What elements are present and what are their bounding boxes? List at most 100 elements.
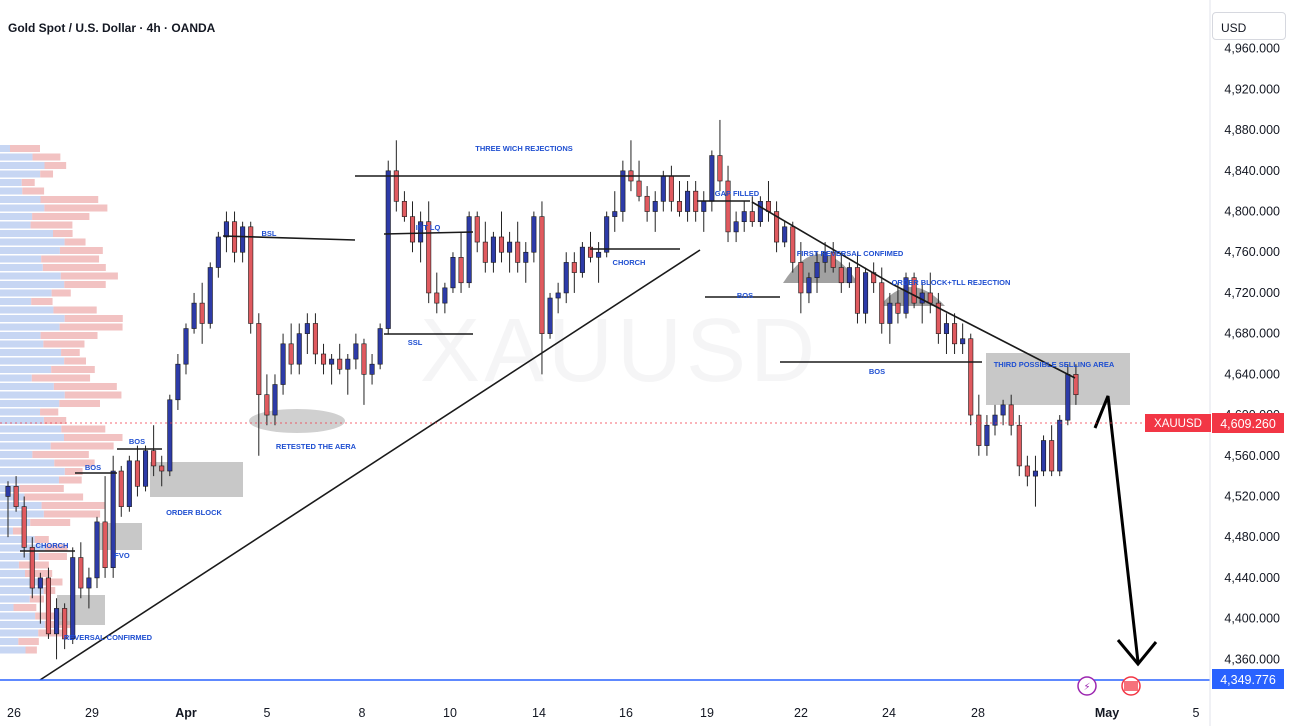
profile-bar-blue <box>0 468 65 475</box>
candle-body <box>418 221 424 243</box>
profile-bar-blue <box>0 536 35 543</box>
candle-body <box>126 460 132 507</box>
time-tick-label: 28 <box>971 706 985 720</box>
profile-bar-blue <box>0 476 59 484</box>
annotation-label: RETESTED THE AERA <box>276 442 357 451</box>
chart-title: Gold Spot / U.S. Dollar · 4h · OANDA <box>8 21 216 35</box>
profile-bar-blue <box>0 391 65 399</box>
candle-body <box>903 277 909 314</box>
candle-body <box>385 170 391 329</box>
candle-body <box>676 201 683 212</box>
profile-bar-blue <box>0 213 33 220</box>
support-value: 4,349.776 <box>1220 673 1276 687</box>
profile-bar-blue <box>0 264 43 271</box>
candle-body <box>620 170 626 212</box>
profile-bar-red <box>44 544 68 552</box>
candle-body <box>159 465 165 472</box>
profile-bar-red <box>40 408 59 416</box>
price-tick-label: 4,960.000 <box>1224 42 1280 56</box>
candle-body <box>151 450 157 467</box>
profile-bar-red <box>64 315 123 322</box>
time-tick-label: 5 <box>264 706 271 720</box>
candle-body <box>587 246 594 258</box>
candle-body <box>846 267 852 284</box>
profile-bar-blue <box>0 502 42 509</box>
profile-bar-blue <box>0 621 45 628</box>
time-tick-label: 19 <box>700 706 714 720</box>
trend-line <box>222 235 356 241</box>
trend-line <box>39 249 701 681</box>
last-price-value: 4,609.260 <box>1220 417 1276 431</box>
zone-box <box>986 353 1130 405</box>
candle-body <box>960 338 966 345</box>
candle-body <box>604 216 610 253</box>
candle-body <box>515 241 521 263</box>
profile-bar-red <box>40 170 54 178</box>
symbol-watermark: XAUUSD <box>420 301 820 401</box>
retest-ellipse <box>249 409 345 433</box>
profile-bar-red <box>31 374 91 382</box>
profile-bar-blue <box>0 153 33 161</box>
candle-body <box>409 216 416 243</box>
profile-bar-blue <box>0 204 45 212</box>
profile-bar-blue <box>0 306 54 314</box>
time-tick-label: 22 <box>794 706 808 720</box>
time-tick-label: 24 <box>882 706 896 720</box>
profile-bar-blue <box>0 179 22 186</box>
candle-body <box>822 251 828 263</box>
profile-bar-red <box>58 476 82 484</box>
candle-body <box>70 557 76 640</box>
profile-bar-blue <box>0 357 65 365</box>
annotation-label: BOS <box>869 367 885 376</box>
time-tick-label: 26 <box>7 706 21 720</box>
currency-selector[interactable]: USD <box>1212 12 1286 40</box>
profile-bar-blue <box>0 544 45 552</box>
price-tick-label: 4,480.000 <box>1224 530 1280 544</box>
symbol-tag-label: XAUUSD <box>1154 418 1202 430</box>
candle-body <box>434 292 440 304</box>
profile-bar-blue <box>0 196 41 203</box>
candle-body <box>523 251 529 263</box>
candle-body <box>143 450 149 487</box>
candle-body <box>498 236 505 253</box>
annotation-label: ORDER BLOCK <box>166 508 222 517</box>
volume-profile <box>0 145 123 654</box>
profile-bar-blue <box>0 638 19 645</box>
profile-bar-blue <box>0 595 30 603</box>
candle-body <box>644 195 650 212</box>
profile-bar-blue <box>0 366 52 373</box>
candle-body <box>968 338 974 416</box>
annotation-label: FIRST REVERSAL CONFIMED <box>797 249 904 258</box>
candle-body <box>555 292 561 299</box>
candle-body <box>1000 404 1006 416</box>
profile-bar-blue <box>0 519 31 526</box>
profile-bar-blue <box>0 425 62 433</box>
annotation-label: ORDER BLOCK+TLL REJECTION <box>892 278 1011 287</box>
candle-body <box>782 226 788 243</box>
annotation-label: INT LQ <box>416 223 441 232</box>
profile-bar-red <box>40 332 98 339</box>
profile-bar-red <box>12 527 25 535</box>
profile-bar-blue <box>0 374 32 382</box>
candle-body <box>806 277 812 294</box>
candle-body <box>199 302 205 324</box>
time-tick-label: 5 <box>1193 706 1200 720</box>
candle-body <box>612 211 618 217</box>
candle-body <box>490 236 496 263</box>
profile-bar-blue <box>0 493 25 501</box>
profile-bar-blue <box>0 272 61 280</box>
candle-body <box>547 297 553 334</box>
profile-bar-blue <box>0 170 41 178</box>
profile-bar-blue <box>0 383 54 390</box>
annotation-label: SSL <box>408 338 423 347</box>
annotation-label: CHORCH <box>36 541 69 550</box>
candle-body <box>86 577 92 589</box>
profile-bar-red <box>40 196 99 203</box>
candle-body <box>579 246 585 273</box>
last-price-tag <box>1212 413 1284 433</box>
candle-body <box>830 251 836 268</box>
flag-glyph <box>1124 681 1138 691</box>
candle-body <box>466 216 472 284</box>
candle-body <box>943 323 949 334</box>
